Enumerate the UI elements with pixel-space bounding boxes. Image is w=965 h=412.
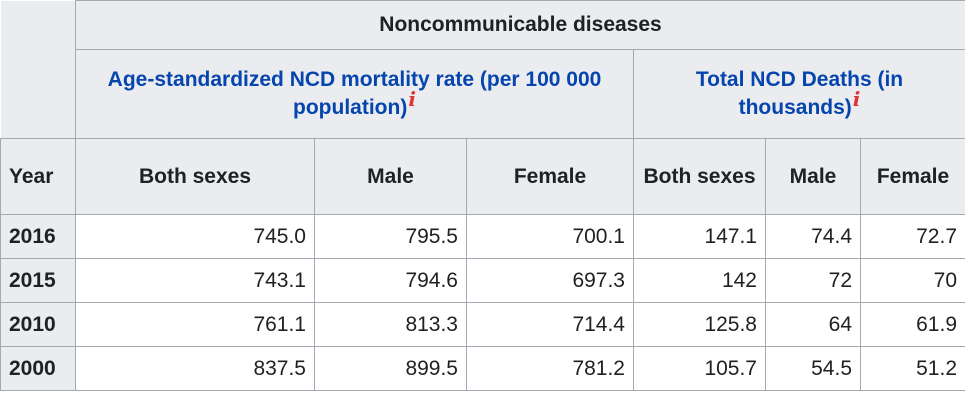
cell-deaths-both: 147.1 bbox=[633, 214, 766, 259]
cell-deaths-both: 142 bbox=[633, 258, 766, 303]
cell-rate-male: 794.6 bbox=[314, 258, 467, 303]
row-year: 2016 bbox=[0, 214, 76, 259]
cell-rate-male: 795.5 bbox=[314, 214, 467, 259]
table-row: 2000 837.5 899.5 781.2 105.7 54.5 51.2 bbox=[0, 346, 965, 391]
header-row-columns: Year Both sexes Male Female Both sexes M… bbox=[0, 138, 965, 215]
cell-deaths-male: 54.5 bbox=[765, 346, 861, 391]
column-header-deaths-female: Female bbox=[860, 138, 965, 215]
cell-rate-female: 781.2 bbox=[466, 346, 634, 391]
cell-rate-male: 813.3 bbox=[314, 302, 467, 347]
cell-deaths-female: 61.9 bbox=[860, 302, 965, 347]
cell-rate-both: 761.1 bbox=[75, 302, 315, 347]
cell-rate-both: 837.5 bbox=[75, 346, 315, 391]
ncd-table: Noncommunicable diseases Age-standardize… bbox=[0, 0, 965, 391]
row-year: 2015 bbox=[0, 258, 76, 303]
column-header-rate-female: Female bbox=[466, 138, 634, 215]
info-icon[interactable]: i bbox=[408, 87, 416, 111]
row-year: 2000 bbox=[0, 346, 76, 391]
cell-deaths-male: 72 bbox=[765, 258, 861, 303]
table-row: 2010 761.1 813.3 714.4 125.8 64 61.9 bbox=[0, 302, 965, 347]
table-row: 2016 745.0 795.5 700.1 147.1 74.4 72.7 bbox=[0, 214, 965, 259]
corner-cell bbox=[0, 0, 76, 139]
header-row-subgroups: Age-standardized NCD mortality rate (per… bbox=[1, 49, 965, 139]
cell-rate-both: 745.0 bbox=[75, 214, 315, 259]
cell-deaths-both: 125.8 bbox=[633, 302, 766, 347]
cell-deaths-female: 51.2 bbox=[860, 346, 965, 391]
cell-deaths-male: 74.4 bbox=[765, 214, 861, 259]
column-header-year: Year bbox=[0, 138, 76, 215]
mortality-rate-link[interactable]: Age-standardized NCD mortality rate (per… bbox=[107, 68, 602, 119]
column-header-deaths-both-sexes: Both sexes bbox=[633, 138, 766, 215]
cell-rate-female: 714.4 bbox=[466, 302, 634, 347]
info-icon[interactable]: i bbox=[852, 87, 861, 111]
cell-rate-female: 697.3 bbox=[466, 258, 634, 303]
group-title: Noncommunicable diseases bbox=[75, 0, 965, 50]
cell-deaths-both: 105.7 bbox=[633, 346, 766, 391]
column-header-rate-both-sexes: Both sexes bbox=[75, 138, 315, 215]
subgroup-header-mortality-rate: Age-standardized NCD mortality rate (per… bbox=[75, 49, 634, 139]
row-year: 2010 bbox=[0, 302, 76, 347]
total-deaths-link[interactable]: Total NCD Deaths (in thousands) bbox=[695, 68, 904, 119]
cell-deaths-female: 72.7 bbox=[860, 214, 965, 259]
subgroup-header-total-deaths: Total NCD Deaths (in thousands)i bbox=[633, 49, 965, 139]
column-header-rate-male: Male bbox=[314, 138, 467, 215]
cell-rate-female: 700.1 bbox=[466, 214, 634, 259]
column-header-deaths-male: Male bbox=[765, 138, 861, 215]
cell-rate-male: 899.5 bbox=[314, 346, 467, 391]
cell-deaths-male: 64 bbox=[765, 302, 861, 347]
cell-rate-both: 743.1 bbox=[75, 258, 315, 303]
table-row: 2015 743.1 794.6 697.3 142 72 70 bbox=[0, 258, 965, 303]
header-row-group: Noncommunicable diseases bbox=[0, 0, 965, 139]
cell-deaths-female: 70 bbox=[860, 258, 965, 303]
